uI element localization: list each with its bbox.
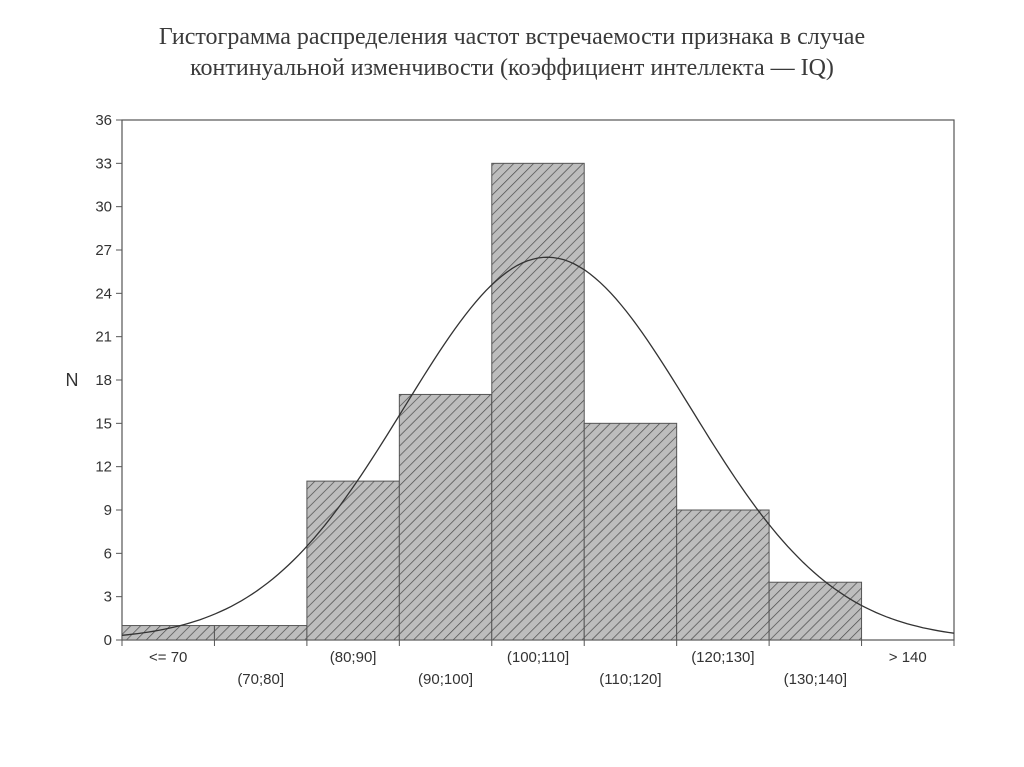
title-line-2: континуальной изменчивости (коэффициент …	[190, 55, 834, 81]
y-tick-label: 9	[104, 502, 112, 519]
y-tick-label: 6	[104, 545, 112, 562]
x-tick-label: > 140	[889, 649, 927, 666]
y-tick-label: 33	[95, 155, 112, 172]
y-tick-label: 12	[95, 459, 112, 476]
y-tick-label: 30	[95, 199, 112, 216]
x-tick-label: (100;110]	[507, 649, 569, 666]
x-tick-label: (80;90]	[330, 649, 377, 666]
chart-title: Гистограмма распределения частот встреча…	[0, 22, 1024, 84]
histogram-bar	[492, 163, 584, 640]
x-tick-label: (130;140]	[784, 671, 847, 688]
y-tick-label: 21	[95, 329, 112, 346]
y-tick-label: 0	[104, 632, 112, 649]
histogram-bar	[584, 423, 676, 640]
histogram-chart: 0369121518212427303336N<= 70(70;80](80;9…	[52, 110, 972, 730]
y-axis-label: N	[66, 370, 79, 390]
y-tick-label: 18	[95, 372, 112, 389]
x-tick-label: (120;130]	[691, 649, 754, 666]
histogram-bar	[677, 510, 769, 640]
y-tick-label: 27	[95, 242, 112, 259]
histogram-bar	[122, 626, 214, 640]
x-tick-label: (110;120]	[599, 671, 661, 688]
y-tick-label: 36	[95, 112, 112, 129]
histogram-bar	[214, 626, 306, 640]
x-tick-label: (90;100]	[418, 671, 473, 688]
x-tick-label: <= 70	[149, 649, 187, 666]
x-tick-label: (70;80]	[237, 671, 284, 688]
histogram-bar	[307, 481, 399, 640]
y-tick-label: 15	[95, 415, 112, 432]
y-tick-label: 24	[95, 285, 112, 302]
y-tick-label: 3	[104, 589, 112, 606]
chart-svg: 0369121518212427303336N<= 70(70;80](80;9…	[52, 110, 972, 730]
title-line-1: Гистограмма распределения частот встреча…	[159, 24, 865, 50]
histogram-bar	[769, 582, 861, 640]
histogram-bar	[399, 394, 491, 640]
page: Гистограмма распределения частот встреча…	[0, 0, 1024, 767]
